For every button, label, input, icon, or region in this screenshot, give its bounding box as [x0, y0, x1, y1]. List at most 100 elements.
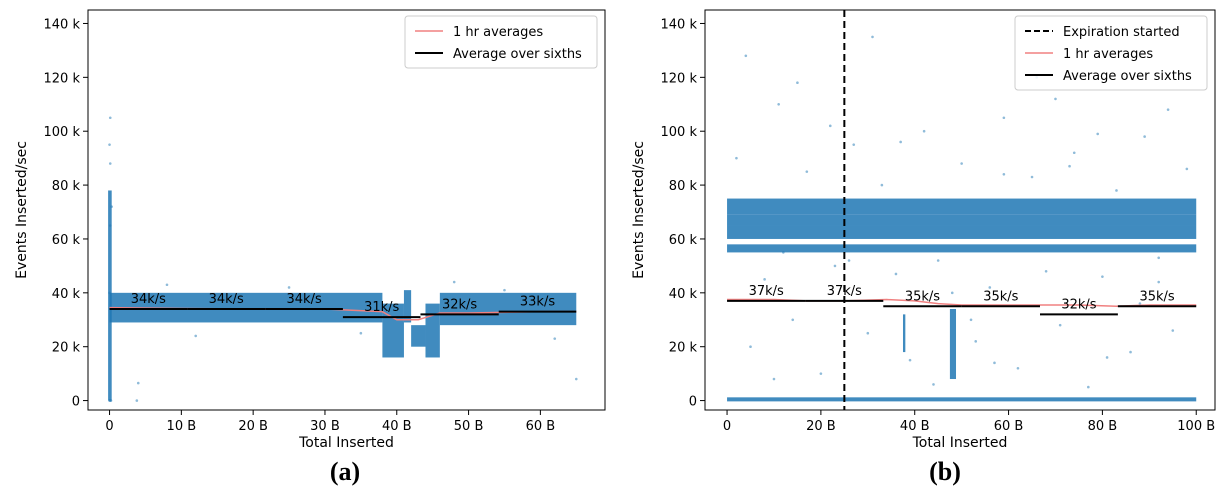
point [833, 264, 837, 268]
point [359, 331, 363, 335]
point [1185, 167, 1189, 171]
y-tick-label: 80 k [669, 179, 698, 194]
y-tick-label: 120 k [661, 71, 698, 86]
point [899, 140, 902, 144]
point [503, 288, 506, 292]
point [1101, 275, 1104, 278]
y-tick-label: 0 [689, 395, 697, 410]
x-tick-label: 0 [723, 419, 731, 434]
point [932, 383, 935, 386]
y-tick-label: 60 k [669, 233, 698, 248]
point [109, 399, 113, 402]
value-label: 34k/s [131, 292, 166, 307]
point [194, 334, 198, 338]
point [852, 143, 856, 146]
point [908, 358, 912, 362]
value-label: 35k/s [905, 289, 940, 304]
point [1138, 302, 1142, 305]
plot-frame [87, 9, 606, 411]
point-cloud [411, 325, 426, 347]
value-label: 33k/s [520, 295, 555, 310]
x-tick-label: 100 B [1177, 419, 1215, 434]
point-cloud [727, 214, 1197, 226]
point-cloud [727, 225, 1197, 239]
point [796, 81, 799, 85]
value-label: 32k/s [1061, 297, 1096, 312]
y-tick-label: 120 k [44, 71, 81, 86]
value-label: 34k/s [209, 292, 244, 307]
legend-box [1014, 15, 1208, 91]
value-label: 35k/s [983, 289, 1018, 304]
point [782, 251, 785, 254]
x-tick-label: 0 [105, 419, 113, 434]
point-cloud [902, 314, 906, 353]
point [1030, 175, 1034, 179]
point [108, 116, 112, 120]
point [452, 280, 456, 284]
point-cloud [439, 292, 577, 326]
point [772, 377, 776, 381]
point [988, 286, 992, 289]
point [871, 35, 874, 39]
point [922, 129, 926, 133]
x-tick-label: 60 B [994, 419, 1024, 434]
point-cloud [425, 303, 440, 358]
plot: 34k/s 34k/s 34k/s 31k/s 32k/s 33k/s [108, 116, 578, 402]
point [819, 372, 823, 375]
point [108, 162, 112, 165]
y-axis-label: Events Inserted/sec [631, 141, 647, 279]
point [749, 345, 752, 349]
point [1143, 135, 1146, 138]
point [553, 337, 557, 340]
plot-frame [704, 9, 1216, 411]
point [1002, 173, 1006, 176]
point [110, 205, 113, 208]
point [1171, 329, 1175, 332]
y-tick-label: 100 k [661, 125, 698, 140]
point [1044, 269, 1048, 273]
point [287, 286, 291, 289]
point [108, 143, 111, 146]
value-label: 31k/s [364, 300, 399, 315]
x-tick-label: 50 B [454, 419, 484, 434]
y-tick-label: 0 [72, 395, 80, 410]
point [1096, 132, 1100, 136]
caption: (b) [929, 457, 961, 486]
point [1157, 256, 1160, 260]
legend: Expiration started 1 hr averages Average o… [1014, 15, 1208, 91]
point [791, 318, 795, 322]
value-label: 37k/s [749, 284, 784, 299]
value-label: 35k/s [1139, 289, 1174, 304]
y-tick-label: 20 k [669, 341, 698, 356]
x-tick-label: 20 B [806, 419, 836, 434]
point [847, 259, 851, 262]
point-cloud [727, 397, 1197, 402]
point [1129, 350, 1132, 354]
point [828, 124, 832, 128]
legend: 1 hr averages Average over sixths [404, 15, 598, 69]
legend-label: Average over sixths [1063, 69, 1192, 84]
x-tick-label: 10 B [167, 419, 197, 434]
legend-label: 1 hr averages [1063, 47, 1153, 62]
value-label: 32k/s [442, 297, 477, 312]
y-tick-label: 140 k [44, 17, 81, 32]
y-tick-label: 40 k [52, 287, 81, 302]
point [735, 156, 738, 160]
point [1016, 366, 1020, 370]
x-axis-label: Total Inserted [298, 435, 394, 451]
point [974, 340, 978, 343]
point [1058, 323, 1062, 327]
legend-label: Average over sixths [453, 47, 582, 62]
point [165, 283, 169, 287]
point [1115, 189, 1118, 192]
point [1002, 116, 1006, 120]
point [108, 224, 112, 227]
point-cloud [403, 290, 412, 323]
point-cloud [727, 198, 1197, 215]
legend-label: Expiration started [1063, 25, 1180, 40]
point [960, 162, 963, 165]
caption: (a) [330, 457, 360, 486]
y-tick-label: 100 k [44, 125, 81, 140]
point [1087, 385, 1090, 389]
